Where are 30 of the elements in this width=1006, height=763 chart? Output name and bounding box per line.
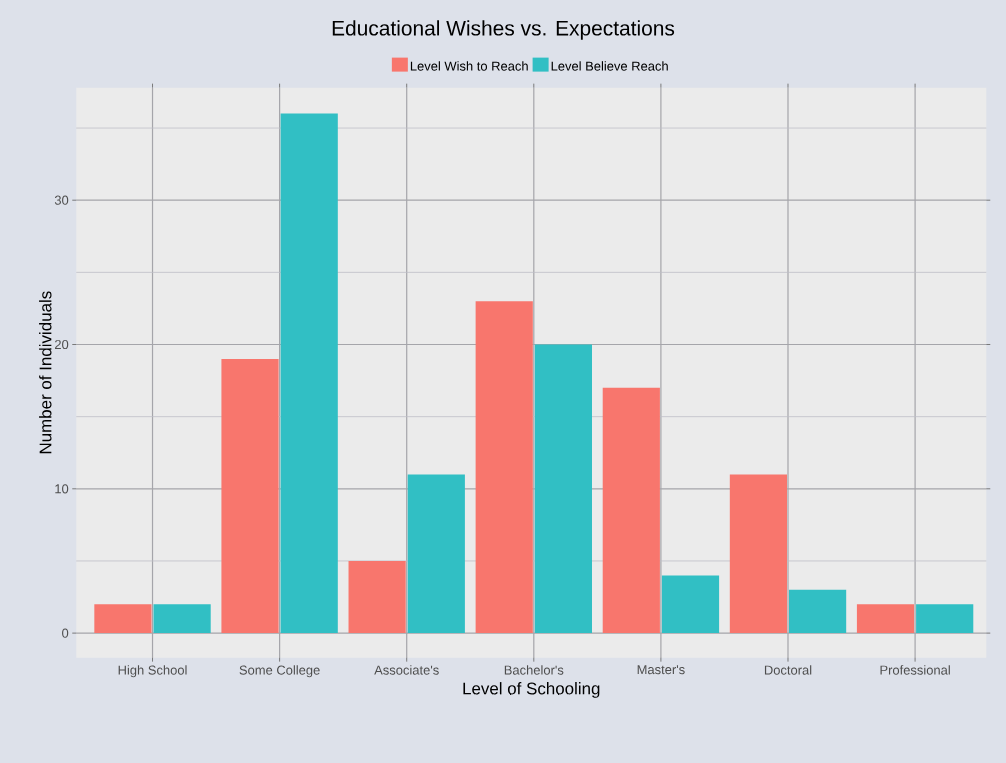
bar <box>348 560 406 634</box>
x-tick-label: Master's <box>637 665 685 675</box>
y-tick-label: 10 <box>55 484 69 494</box>
x-tick-label: Doctoral <box>764 665 812 675</box>
bar <box>407 474 465 634</box>
legend-label: Level Wish to Reach <box>410 61 528 71</box>
x-tick-label: Bachelor's <box>504 665 564 675</box>
x-tick-label: Some College <box>239 665 320 678</box>
bar <box>534 344 592 634</box>
x-tick-label: High School <box>118 665 187 678</box>
x-tick-label: Professional <box>880 665 950 675</box>
bar <box>661 575 720 634</box>
chart-title: Educational Wishes vs. Expectations <box>332 20 675 40</box>
bar <box>916 604 974 634</box>
x-tick-label: Associate's <box>374 665 439 675</box>
y-tick-label: 20 <box>54 339 69 350</box>
bar <box>153 604 211 634</box>
bar <box>602 387 660 634</box>
bar <box>280 113 338 634</box>
y-axis-title: Number of Individuals <box>39 291 52 454</box>
y-tick-label: 30 <box>54 195 69 205</box>
bar <box>94 604 152 634</box>
bar <box>789 589 847 634</box>
bar <box>475 301 533 634</box>
legend-label: Level Believe Reach <box>551 61 668 71</box>
x-axis-title: Level of Schooling <box>463 682 600 698</box>
bar <box>856 604 915 634</box>
y-tick-label: 0 <box>62 628 69 638</box>
bar <box>221 358 279 634</box>
bar <box>729 474 787 634</box>
